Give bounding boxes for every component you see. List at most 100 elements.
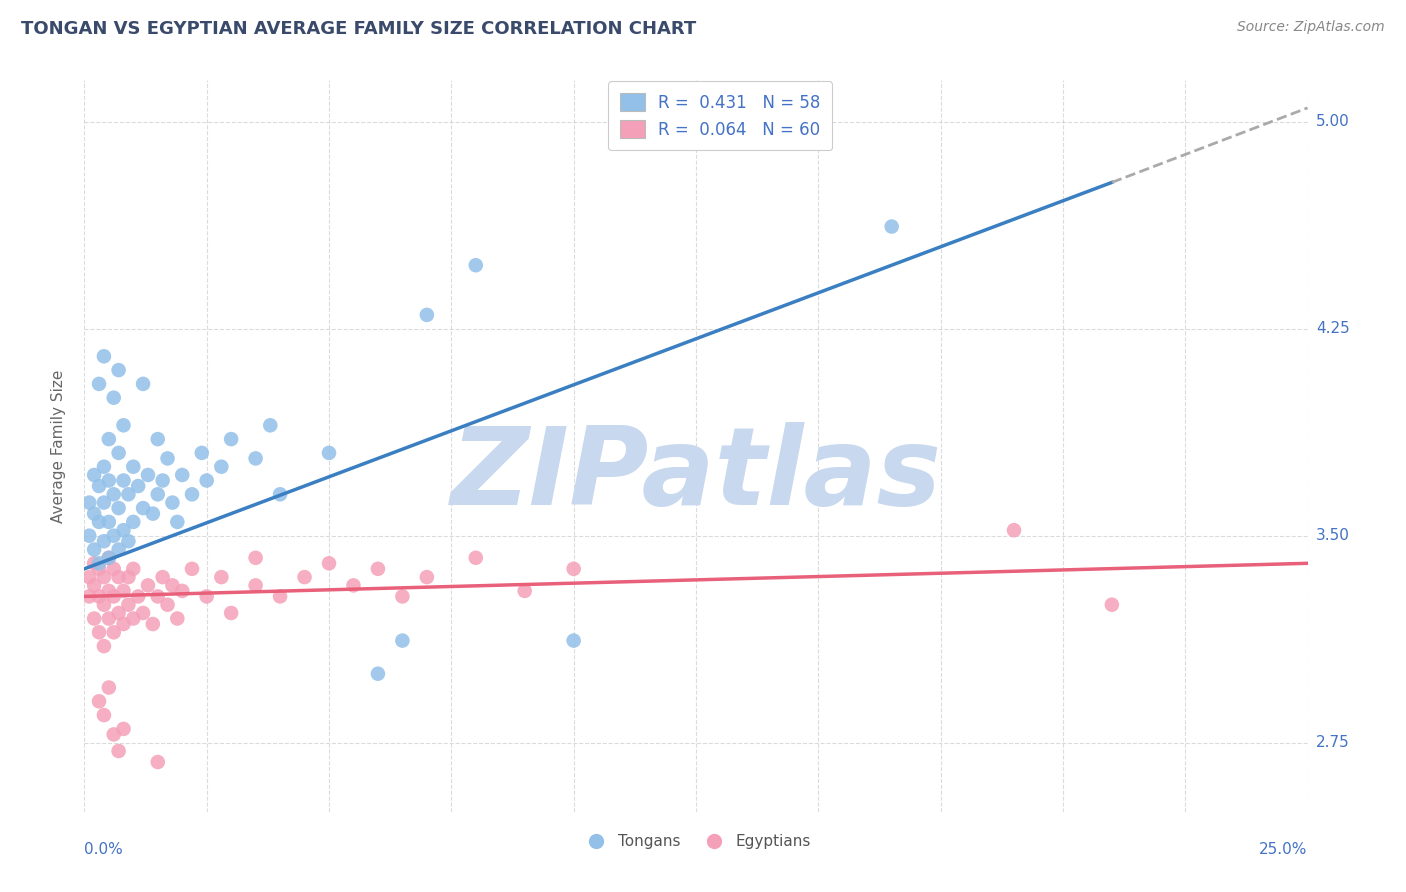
Point [107, 744, 129, 758]
Point [513, 583, 536, 598]
Point [87, 562, 110, 576]
Point [112, 722, 135, 736]
Point [107, 501, 129, 516]
Point [93, 495, 115, 509]
Point [93, 570, 115, 584]
Point [391, 590, 413, 604]
Y-axis label: Average Family Size: Average Family Size [51, 369, 66, 523]
Point [181, 562, 204, 576]
Point [87, 376, 110, 391]
Point [152, 474, 174, 488]
Point [122, 515, 145, 529]
Point [103, 727, 125, 741]
Point [83, 542, 105, 557]
Text: TONGAN VS EGYPTIAN AVERAGE FAMILY SIZE CORRELATION CHART: TONGAN VS EGYPTIAN AVERAGE FAMILY SIZE C… [21, 20, 696, 37]
Point [87, 515, 110, 529]
Point [367, 666, 389, 681]
Point [416, 570, 439, 584]
Point [97, 432, 120, 446]
Point [342, 578, 364, 592]
Point [77, 495, 100, 509]
Point [162, 495, 184, 509]
Point [93, 639, 115, 653]
Point [152, 570, 174, 584]
Point [146, 487, 169, 501]
Point [77, 529, 100, 543]
Text: ZIPatlas: ZIPatlas [450, 422, 942, 528]
Point [195, 590, 218, 604]
Point [107, 606, 129, 620]
Point [209, 459, 232, 474]
Point [117, 598, 139, 612]
Point [162, 578, 184, 592]
Point [93, 598, 115, 612]
Point [391, 633, 413, 648]
Point [245, 550, 267, 565]
Text: Source: ZipAtlas.com: Source: ZipAtlas.com [1237, 20, 1385, 34]
Point [294, 570, 316, 584]
Point [117, 487, 139, 501]
Point [83, 557, 105, 571]
Point [97, 583, 120, 598]
Point [166, 515, 188, 529]
Point [112, 617, 135, 632]
Point [146, 755, 169, 769]
Point [87, 590, 110, 604]
Point [127, 590, 149, 604]
Point [172, 583, 194, 598]
Point [97, 474, 120, 488]
Point [464, 550, 486, 565]
Point [103, 625, 125, 640]
Point [142, 617, 165, 632]
Point [219, 432, 242, 446]
Point [146, 590, 169, 604]
Point [219, 606, 242, 620]
Point [464, 258, 486, 272]
Point [269, 590, 291, 604]
Point [107, 542, 129, 557]
Point [562, 562, 585, 576]
Point [112, 418, 135, 433]
Point [245, 451, 267, 466]
Point [97, 515, 120, 529]
Point [245, 578, 267, 592]
Point [87, 625, 110, 640]
Point [136, 467, 159, 482]
Point [103, 391, 125, 405]
Point [146, 432, 169, 446]
Point [318, 557, 340, 571]
Point [93, 459, 115, 474]
Point [112, 523, 135, 537]
Point [367, 562, 389, 576]
Text: 2.75: 2.75 [1316, 735, 1350, 750]
Text: 25.0%: 25.0% [1260, 842, 1308, 857]
Point [1101, 598, 1123, 612]
Point [83, 578, 105, 592]
Point [107, 446, 129, 460]
Point [97, 681, 120, 695]
Point [142, 507, 165, 521]
Point [269, 487, 291, 501]
Point [127, 479, 149, 493]
Point [195, 474, 218, 488]
Point [136, 578, 159, 592]
Point [93, 708, 115, 723]
Point [87, 479, 110, 493]
Point [93, 534, 115, 549]
Point [416, 308, 439, 322]
Point [880, 219, 903, 234]
Text: 0.0%: 0.0% [84, 842, 124, 857]
Point [97, 611, 120, 625]
Point [93, 349, 115, 363]
Point [112, 474, 135, 488]
Point [122, 562, 145, 576]
Point [87, 557, 110, 571]
Point [132, 501, 155, 516]
Point [117, 534, 139, 549]
Point [103, 487, 125, 501]
Point [103, 590, 125, 604]
Point [172, 467, 194, 482]
Point [103, 529, 125, 543]
Point [156, 598, 179, 612]
Point [107, 570, 129, 584]
